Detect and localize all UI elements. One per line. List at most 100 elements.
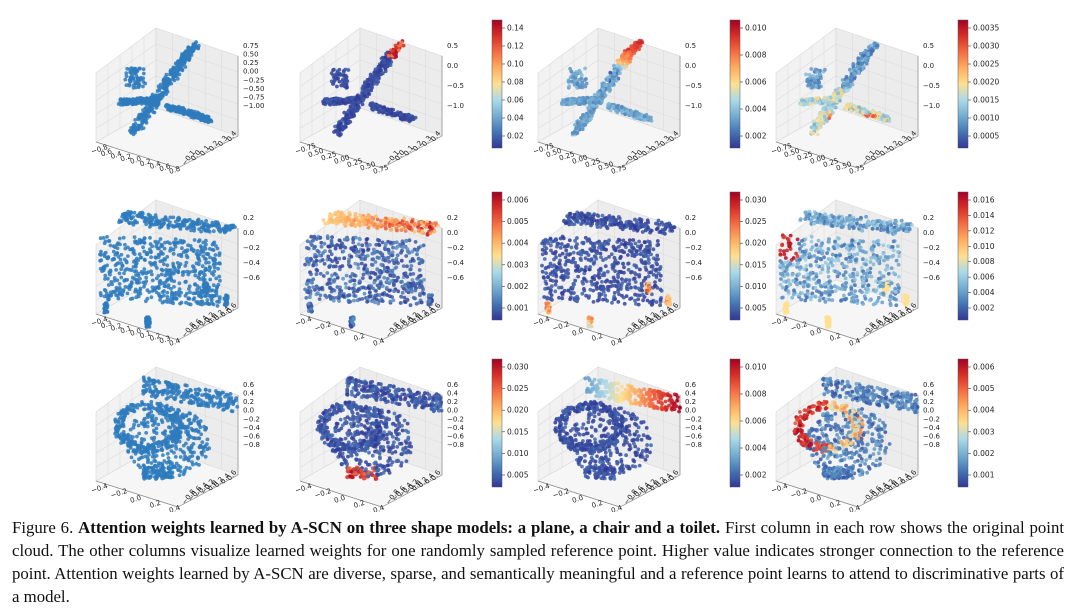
point	[831, 104, 835, 109]
point	[318, 271, 323, 276]
point	[573, 98, 577, 102]
colorbar-tick-label: 0.006	[745, 78, 767, 87]
z-tick-label: −0.4	[243, 259, 261, 267]
point	[603, 83, 608, 87]
point	[609, 252, 614, 257]
point	[612, 72, 617, 76]
point	[130, 125, 135, 130]
x-tick-label: 0.0	[333, 327, 346, 338]
x-tick-label: −0.2	[314, 320, 333, 333]
point	[388, 299, 393, 304]
point	[373, 67, 378, 72]
point	[319, 244, 324, 249]
point	[368, 275, 373, 280]
point	[124, 71, 129, 76]
point	[335, 84, 339, 89]
point	[228, 226, 233, 231]
point	[852, 103, 857, 108]
point	[309, 272, 313, 277]
point	[844, 105, 848, 110]
point	[352, 282, 357, 287]
point	[361, 249, 366, 254]
point	[215, 299, 220, 304]
point	[201, 254, 206, 258]
point	[618, 71, 622, 76]
point	[609, 82, 614, 87]
point	[396, 275, 400, 280]
point	[391, 245, 395, 250]
point	[385, 276, 390, 281]
point	[304, 245, 309, 250]
point	[335, 260, 340, 265]
point	[306, 301, 311, 306]
point	[363, 254, 368, 259]
point	[151, 215, 156, 220]
point	[187, 284, 192, 289]
point	[814, 125, 819, 130]
point	[836, 91, 840, 96]
point	[812, 122, 817, 127]
point	[123, 242, 127, 247]
point	[147, 97, 152, 101]
point	[876, 116, 881, 121]
point	[171, 215, 176, 220]
point	[141, 280, 146, 285]
point	[581, 113, 585, 117]
z-tick-label: 0.75	[243, 42, 259, 50]
point	[352, 293, 356, 298]
point	[819, 121, 824, 126]
point	[376, 301, 381, 306]
point	[329, 71, 334, 76]
point	[106, 239, 111, 244]
point	[365, 299, 369, 304]
point	[620, 54, 625, 59]
point	[166, 223, 171, 228]
z-tick-label: −1.0	[685, 102, 702, 110]
z-tick-label: −0.5	[447, 82, 464, 90]
point	[342, 101, 346, 105]
z-tick-label: 0.00	[243, 68, 259, 76]
point	[112, 278, 117, 283]
point	[139, 75, 143, 80]
point	[369, 284, 373, 289]
point	[344, 85, 349, 90]
point	[171, 271, 176, 276]
point	[395, 228, 399, 233]
point	[204, 219, 209, 223]
point	[434, 221, 438, 226]
z-tick-label: −0.50	[243, 85, 264, 93]
z-tick-label: 0.0	[447, 229, 458, 237]
z-tick-label: 0.5	[923, 42, 934, 50]
point	[358, 223, 362, 228]
colorbar-tick-label: 0.12	[507, 42, 524, 51]
point	[611, 104, 616, 109]
point	[346, 120, 351, 124]
point	[204, 260, 208, 265]
point	[605, 78, 610, 82]
point	[133, 220, 138, 225]
point	[171, 251, 176, 256]
point	[615, 109, 619, 113]
point	[822, 114, 827, 119]
point	[136, 289, 140, 294]
point	[305, 290, 309, 294]
panel-plane-2: 0.50.0−0.5−1.00.40.30.20.10.0−0.1−0.750.…	[532, 19, 767, 176]
point	[193, 273, 198, 278]
panel-plane-1: 0.50.0−0.5−1.00.40.30.20.10.0−0.1−0.750.…	[294, 19, 524, 176]
point	[125, 267, 129, 271]
point	[133, 239, 138, 244]
point	[325, 99, 330, 104]
point	[217, 251, 222, 256]
z-tick-label: 0.5	[447, 42, 458, 50]
point	[146, 324, 151, 329]
point	[141, 67, 146, 71]
colorbar-tick-label: 0.14	[507, 24, 524, 33]
point	[392, 283, 396, 287]
point	[811, 74, 816, 78]
point	[388, 240, 393, 245]
point	[885, 114, 890, 119]
point	[334, 218, 339, 223]
colorbar-tick-label: 0.0015	[973, 96, 999, 105]
point	[214, 288, 219, 293]
point	[150, 92, 155, 97]
